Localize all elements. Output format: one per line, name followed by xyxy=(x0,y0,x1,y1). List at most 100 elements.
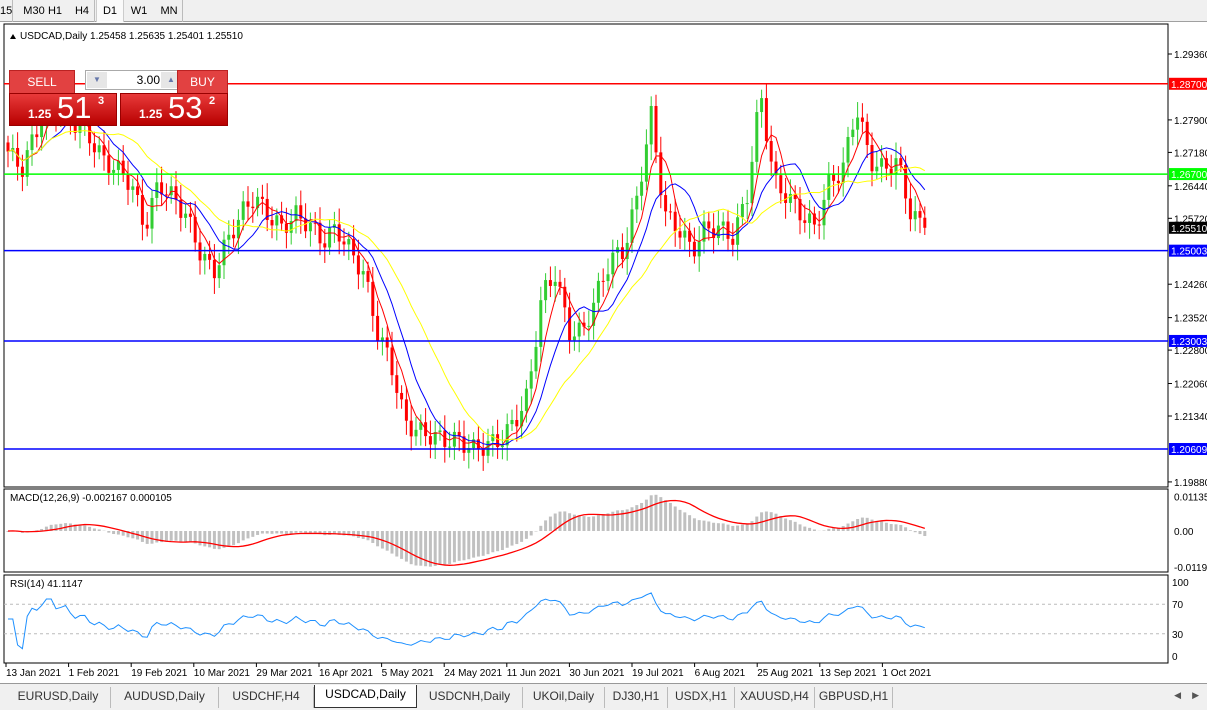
tab-dj30-h1[interactable]: DJ30,H1 xyxy=(605,687,668,708)
macd-bar xyxy=(832,528,836,531)
candle-body xyxy=(179,199,183,218)
candle-body xyxy=(155,182,159,198)
chart-canvas[interactable]: 1.29360 1.27900 1.27180 1.26440 1.25720 1.242… xyxy=(0,23,1207,683)
macd-bar xyxy=(745,523,749,531)
candle-body xyxy=(692,241,696,257)
macd-bar xyxy=(92,528,96,531)
candle-body xyxy=(73,119,77,133)
candle-body xyxy=(544,280,548,301)
tab-audusd-daily[interactable]: AUDUSD,Daily xyxy=(111,687,219,708)
macd-bar xyxy=(827,528,831,531)
tab-usdcad-daily[interactable]: USDCAD,Daily xyxy=(314,685,417,708)
lot-size-input[interactable]: 3.00 xyxy=(136,73,160,87)
macd-bar xyxy=(707,521,711,531)
candle-body xyxy=(366,271,370,282)
macd-bar xyxy=(419,531,423,566)
macd-bar xyxy=(644,499,648,531)
timeframe-m30[interactable]: M30 xyxy=(23,5,45,17)
candle-body xyxy=(395,375,399,393)
macd-bar xyxy=(740,524,744,531)
candle-body xyxy=(467,448,471,453)
macd-bar xyxy=(846,523,850,531)
timeframe-mn[interactable]: MN xyxy=(160,5,178,17)
candle-body xyxy=(40,125,44,138)
date-axis-label: 5 May 2021 xyxy=(382,668,435,679)
candle-body xyxy=(611,252,615,275)
tab-xauusd-h4[interactable]: XAUUSD,H4 xyxy=(735,687,815,708)
candle-body xyxy=(788,193,792,203)
candle-body xyxy=(601,280,605,282)
timeframe-h4[interactable]: H4 xyxy=(74,5,90,17)
sell-price-fraction: 3 xyxy=(98,95,105,107)
macd-bar xyxy=(457,531,461,561)
candle-body xyxy=(308,222,312,232)
candle-body xyxy=(347,239,351,245)
price-axis-label: 1.22060 xyxy=(1174,380,1207,391)
tab-gbpusd-h1[interactable]: GBPUSD,H1 xyxy=(815,687,893,708)
candle-body xyxy=(568,307,572,341)
timeframe-15[interactable]: 15 xyxy=(0,5,13,17)
date-axis-label: 11 Jun 2021 xyxy=(507,668,562,679)
candle-body xyxy=(923,217,927,228)
buy-price[interactable]: 1.25 53 2 xyxy=(120,90,228,126)
macd-bar xyxy=(812,529,816,531)
timeframe-d1[interactable]: D1 xyxy=(96,0,124,22)
lot-increase-icon[interactable]: ▲ xyxy=(161,72,181,88)
moving-average-5 xyxy=(7,105,926,450)
rsi-axis-label: 100 xyxy=(1172,578,1189,589)
timeframe-h1[interactable]: H1 xyxy=(47,5,63,17)
price-axis-label: 1.27900 xyxy=(1174,116,1207,127)
tab-scroll-right-icon[interactable]: ▶ xyxy=(1192,690,1199,700)
lot-decrease-icon[interactable]: ▼ xyxy=(87,72,107,88)
macd-bar xyxy=(524,531,528,539)
candle-body xyxy=(904,165,908,199)
macd-bar xyxy=(217,531,221,550)
candle-body xyxy=(404,399,408,421)
macd-bar xyxy=(188,531,192,542)
macd-bar xyxy=(164,531,168,542)
macd-bar xyxy=(198,531,202,546)
candle-body xyxy=(803,220,807,223)
macd-bar xyxy=(736,525,740,531)
tab-usdx-h1[interactable]: USDX,H1 xyxy=(668,687,735,708)
lot-size-stepper[interactable]: ▼ 3.00 ▲ xyxy=(85,70,183,90)
collapse-triangle-icon[interactable] xyxy=(10,34,16,39)
candle-body xyxy=(870,145,874,172)
candle-body xyxy=(356,255,360,275)
tab-usdcnh-daily[interactable]: USDCNH,Daily xyxy=(417,687,523,708)
tab-eurusd-daily[interactable]: EURUSD,Daily xyxy=(6,687,111,708)
macd-bar xyxy=(750,521,754,531)
date-axis-label: 25 Aug 2021 xyxy=(757,668,814,679)
candle-body xyxy=(721,221,725,226)
candle-body xyxy=(361,271,365,275)
timeframe-w1[interactable]: W1 xyxy=(130,5,148,17)
candle-body xyxy=(899,158,903,166)
candle-body xyxy=(918,211,922,218)
macd-bar xyxy=(611,511,615,531)
macd-bar xyxy=(505,531,509,548)
rsi-panel-frame xyxy=(3,574,1169,664)
macd-bar xyxy=(467,531,471,560)
candle-body xyxy=(337,224,341,242)
sell-price[interactable]: 1.25 51 3 xyxy=(9,90,117,126)
macd-bar xyxy=(308,531,312,534)
macd-bar xyxy=(918,531,922,535)
candle-body xyxy=(112,169,116,173)
candle-body xyxy=(606,274,610,282)
candle-body xyxy=(184,213,188,218)
date-axis-label: 13 Sep 2021 xyxy=(820,668,877,679)
candle-body xyxy=(832,173,836,181)
tab-scroll-left-icon[interactable]: ◀ xyxy=(1174,690,1181,700)
macd-bar xyxy=(385,531,389,551)
chart-window[interactable]: 1.29360 1.27900 1.27180 1.26440 1.25720 1.242… xyxy=(0,23,1207,683)
tab-ukoil-daily[interactable]: UKOil,Daily xyxy=(523,687,605,708)
macd-bar xyxy=(587,516,591,531)
macd-bar xyxy=(289,531,293,534)
tab-usdchf-h4[interactable]: USDCHF,H4 xyxy=(219,687,314,708)
candle-body xyxy=(102,145,106,156)
current-price-tag xyxy=(1169,221,1207,234)
buy-button[interactable]: BUY xyxy=(177,70,228,94)
timeframe-toolbar: 15 M30 H1 H4 D1 W1 MN xyxy=(0,0,1207,22)
macd-bar xyxy=(726,524,730,531)
candle-body xyxy=(380,337,384,341)
